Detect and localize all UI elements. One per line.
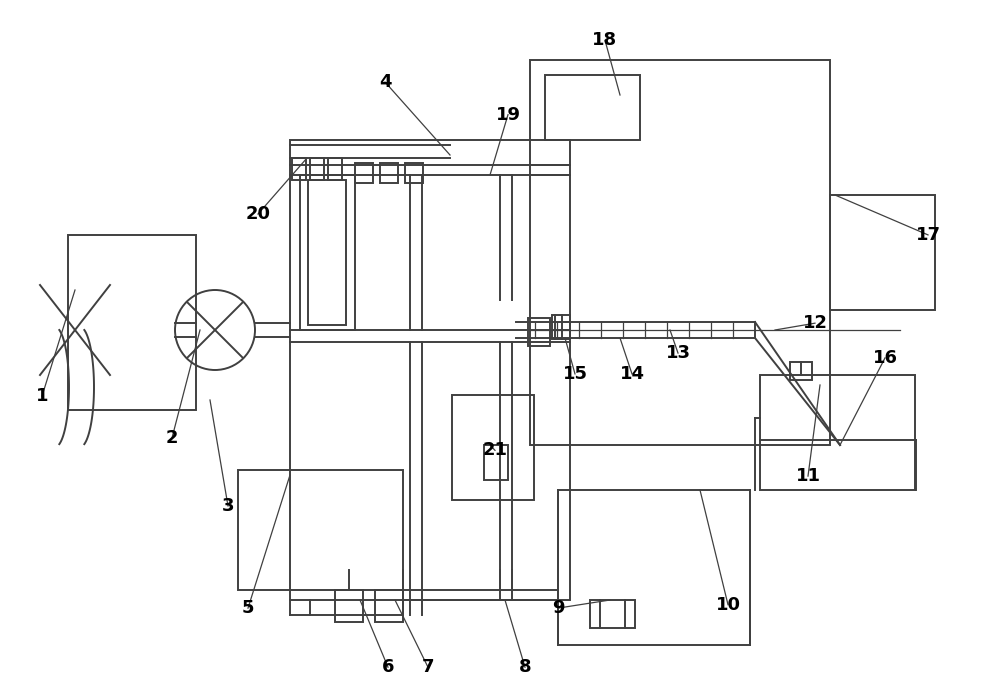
Bar bbox=[760, 375, 915, 490]
Bar bbox=[310, 158, 324, 180]
Bar bbox=[528, 318, 550, 346]
Text: 21: 21 bbox=[482, 441, 508, 459]
Text: 8: 8 bbox=[519, 658, 531, 676]
Text: 12: 12 bbox=[802, 314, 828, 332]
Text: 10: 10 bbox=[716, 596, 740, 614]
Bar bbox=[335, 590, 363, 622]
Bar bbox=[405, 163, 423, 183]
Bar bbox=[238, 470, 403, 590]
Bar bbox=[545, 75, 640, 140]
Text: 17: 17 bbox=[916, 226, 940, 244]
Bar bbox=[590, 600, 635, 628]
Bar bbox=[530, 60, 830, 445]
Bar bbox=[790, 362, 812, 380]
Text: 13: 13 bbox=[666, 344, 690, 362]
Bar bbox=[292, 158, 306, 180]
Bar bbox=[830, 195, 935, 310]
Bar bbox=[290, 140, 570, 600]
Bar bbox=[355, 163, 373, 183]
Bar bbox=[380, 163, 398, 183]
Text: 9: 9 bbox=[552, 599, 564, 617]
Bar bbox=[308, 180, 346, 325]
Text: 11: 11 bbox=[796, 467, 820, 485]
Bar bbox=[484, 445, 508, 480]
Text: 1: 1 bbox=[36, 387, 48, 405]
Text: 6: 6 bbox=[382, 658, 394, 676]
Text: 19: 19 bbox=[496, 106, 520, 124]
Bar bbox=[328, 158, 342, 180]
Text: 20: 20 bbox=[246, 205, 270, 223]
Text: 4: 4 bbox=[379, 73, 391, 91]
Bar bbox=[558, 490, 750, 645]
Text: 2: 2 bbox=[166, 429, 178, 447]
Bar bbox=[452, 395, 534, 500]
Text: 5: 5 bbox=[242, 599, 254, 617]
Bar bbox=[68, 235, 196, 410]
Text: 15: 15 bbox=[562, 365, 588, 383]
Bar bbox=[300, 175, 355, 330]
Text: 16: 16 bbox=[872, 349, 898, 367]
Bar bbox=[552, 315, 570, 339]
Text: 14: 14 bbox=[620, 365, 644, 383]
Text: 3: 3 bbox=[222, 497, 234, 515]
Text: 7: 7 bbox=[422, 658, 434, 676]
Bar bbox=[375, 590, 403, 622]
Text: 18: 18 bbox=[592, 31, 618, 49]
